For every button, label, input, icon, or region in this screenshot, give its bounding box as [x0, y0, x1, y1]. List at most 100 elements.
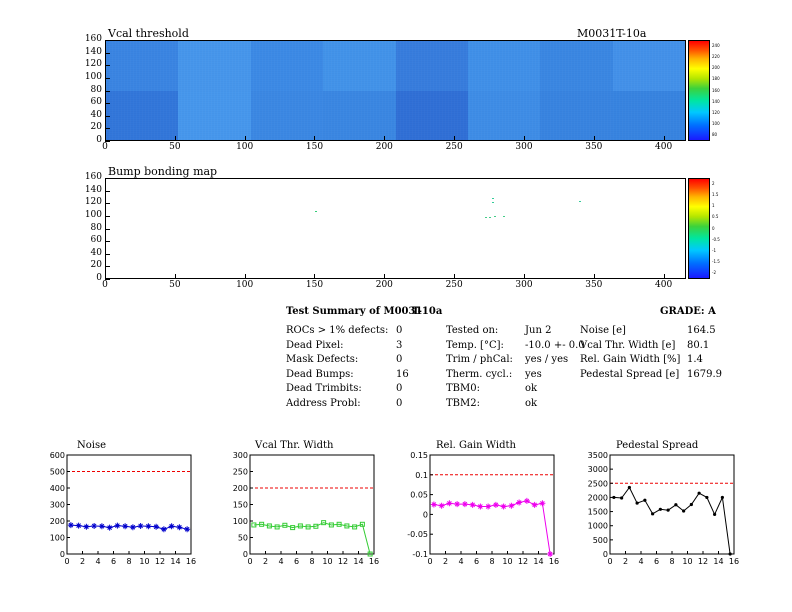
y-tick-mark [105, 115, 110, 117]
x-tick-label: 0 [102, 280, 108, 290]
summary-label: Pedestal Spread [e] [580, 368, 680, 380]
roc-block [467, 41, 541, 91]
summary-value: 3 [396, 339, 403, 351]
x-tick-label: 300 [515, 280, 533, 290]
data-point [344, 523, 350, 529]
y-tick-label: 0 [243, 550, 248, 559]
summary-value: yes [525, 368, 542, 380]
y-tick-label: 60 [90, 97, 102, 108]
data-point [469, 501, 476, 508]
module-label: M0031T-10a [577, 27, 647, 40]
x-tick-label: 4 [638, 557, 643, 566]
chart-title: Rel. Gain Width [436, 440, 516, 451]
x-tick-label: 200 [375, 280, 393, 290]
data-point [290, 525, 296, 531]
data-point [430, 501, 437, 508]
summary-value: 1.4 [687, 354, 703, 365]
summary-label: Dead Trimbits: [286, 383, 362, 394]
x-tick-label: 400 [655, 142, 673, 152]
summary-label: Trim / phCal: [446, 354, 513, 365]
y-tick-mark [105, 190, 110, 192]
x-tick-label: 8 [669, 557, 674, 566]
palette-tick-label: 80 [712, 132, 718, 138]
roc-block [540, 90, 613, 140]
y-tick-mark [105, 178, 110, 179]
x-tick-label: 16 [549, 557, 559, 566]
y-tick-mark [105, 65, 110, 67]
x-tick-label: 2 [623, 557, 628, 566]
x-tick-label: 14 [170, 557, 180, 566]
data-point [612, 495, 616, 500]
dead-bump-marker [484, 217, 487, 219]
data-point [184, 526, 191, 533]
y-tick-label: 500 [593, 536, 608, 545]
series-line [253, 522, 371, 555]
y-tick-label: 120 [84, 59, 102, 70]
x-tick-label: 8 [309, 557, 314, 566]
data-point [67, 522, 74, 529]
summary-value: Jun 2 [525, 325, 552, 336]
chart-title: Noise [77, 440, 107, 451]
x-tick-label: 8 [489, 557, 494, 566]
y-tick-label: 100 [50, 534, 65, 543]
data-point [145, 523, 152, 530]
vcal-palette [688, 40, 710, 141]
roc-block [612, 90, 685, 140]
roc-block [467, 90, 541, 140]
data-point [259, 521, 265, 527]
x-tick-label: 2 [443, 557, 448, 566]
palette-tick-label: 220 [712, 53, 720, 59]
dead-bump-marker [491, 201, 494, 203]
x-tick-label: 0 [427, 557, 432, 566]
data-point [713, 512, 717, 517]
palette-tick-label: 180 [712, 76, 720, 82]
data-point [477, 503, 484, 510]
data-point [500, 503, 507, 510]
data-point [305, 524, 311, 530]
summary-value: 80.1 [687, 339, 710, 351]
x-tick-label: 0 [247, 557, 252, 566]
x-tick-mark [454, 136, 456, 141]
summary-value: 0 [396, 354, 403, 365]
palette-tick-label: 100 [712, 121, 720, 127]
y-tick-mark [105, 40, 110, 41]
x-tick-mark [384, 136, 386, 141]
x-tick-mark [244, 136, 246, 141]
chart-title: Pedestal Spread [616, 440, 699, 451]
palette-tick-label: 1 [712, 203, 715, 209]
palette-tick-label: -1 [712, 247, 716, 253]
roc-block [250, 41, 324, 91]
x-tick-mark [174, 274, 176, 279]
y-tick-label: 0 [96, 135, 102, 145]
data-point [485, 503, 492, 510]
y-tick-label: 140 [84, 184, 102, 195]
palette-tick-label: 240 [712, 42, 720, 48]
y-tick-label: 40 [90, 247, 102, 258]
y-tick-label: 40 [90, 109, 102, 120]
x-tick-label: 2 [80, 557, 85, 566]
x-tick-label: 0 [607, 557, 612, 566]
y-tick-mark [105, 52, 110, 54]
y-tick-mark [105, 241, 110, 243]
data-point [176, 524, 183, 531]
y-tick-mark [105, 203, 110, 205]
x-tick-mark [454, 274, 456, 279]
summary-label: Tested on: [446, 325, 499, 336]
palette-tick-label: -2 [712, 270, 716, 276]
vcal-map-title: Vcal threshold [108, 27, 189, 40]
y-tick-mark [105, 279, 110, 280]
y-tick-label: 150 [233, 501, 248, 510]
summary-value: yes / yes [525, 354, 569, 365]
y-tick-mark [105, 103, 110, 105]
palette-tick-label: 120 [712, 109, 720, 115]
data-point [516, 499, 523, 506]
x-tick-label: 14 [533, 557, 543, 566]
y-tick-label: 0 [60, 550, 65, 559]
x-tick-label: 12 [698, 557, 708, 566]
roc-block [323, 41, 396, 91]
y-tick-label: 160 [84, 172, 102, 182]
summary-value: ok [525, 397, 538, 409]
y-tick-label: 80 [90, 222, 102, 233]
data-point [282, 522, 288, 528]
